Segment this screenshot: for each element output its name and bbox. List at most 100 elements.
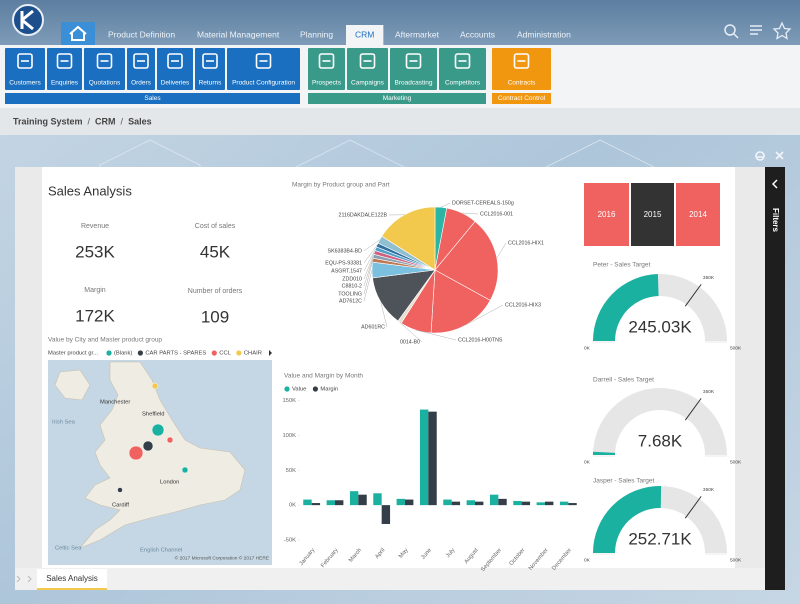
breadcrumb-item[interactable]: Sales (128, 116, 152, 126)
ribbon-button[interactable] (308, 48, 345, 90)
nav-tab-label[interactable]: Planning (300, 29, 333, 39)
breadcrumb-separator: / (121, 116, 124, 126)
dashboard-title: Sales Analysis (48, 183, 132, 198)
ribbon-button[interactable] (227, 48, 300, 90)
bar[interactable] (475, 501, 484, 506)
map-bubble[interactable] (142, 440, 154, 452)
nav-tab-label[interactable]: Product Definition (108, 29, 175, 39)
ribbon-button[interactable] (492, 48, 551, 90)
bar[interactable] (443, 499, 452, 506)
bar[interactable] (513, 500, 522, 506)
chart-title: Value and Margin by Month (284, 373, 363, 380)
bar[interactable] (396, 498, 405, 506)
year-slicer-tile[interactable] (676, 183, 720, 246)
filters-chevron[interactable] (771, 179, 778, 189)
bar[interactable] (349, 491, 359, 506)
ribbon-button[interactable] (84, 48, 125, 90)
bar[interactable] (466, 500, 475, 506)
map-bubble[interactable] (166, 436, 174, 444)
pie-slice[interactable] (434, 221, 499, 301)
ribbon-button[interactable] (5, 48, 45, 90)
nav-tab-label[interactable]: CRM (355, 29, 374, 39)
bar[interactable] (303, 499, 312, 506)
ribbon-button[interactable] (347, 48, 388, 90)
gauge-fill[interactable] (592, 274, 659, 341)
map-place: Cardiff (112, 503, 129, 509)
ribbon-button-icon (133, 53, 149, 69)
bar[interactable] (419, 409, 429, 506)
kpi-label: Margin (84, 287, 106, 294)
bar[interactable] (428, 411, 437, 506)
gauge-fill[interactable] (593, 485, 662, 553)
year-slicer-tile[interactable] (584, 183, 629, 246)
search-icon[interactable] (724, 24, 736, 36)
breadcrumb-separator: / (88, 116, 91, 126)
nav-tab-label[interactable]: Aftermarket (395, 29, 440, 39)
map-land (79, 361, 246, 549)
bar[interactable] (545, 501, 554, 506)
bar[interactable] (489, 494, 499, 506)
map-legend-more[interactable] (269, 350, 272, 356)
header-bar (0, 0, 800, 45)
pie-leader (461, 212, 479, 215)
bar[interactable] (381, 505, 391, 524)
map-legend-label: (Blank) (114, 351, 132, 357)
bar[interactable] (568, 503, 577, 506)
map-legend-title: Master product gr... (48, 351, 98, 357)
kpi-value: 253K (75, 242, 115, 261)
list-icon[interactable] (750, 25, 762, 35)
bar[interactable] (451, 501, 461, 506)
ribbon-button[interactable] (47, 48, 82, 90)
bar[interactable] (373, 493, 382, 506)
map-bubble[interactable] (151, 423, 165, 437)
bar[interactable] (326, 500, 335, 506)
filters-pane[interactable] (765, 167, 785, 590)
bar[interactable] (311, 503, 321, 506)
map-place: Sheffield (142, 412, 164, 418)
settings-icon[interactable] (755, 151, 765, 161)
bar[interactable] (559, 501, 569, 506)
pie-leader (363, 269, 373, 302)
bar[interactable] (521, 501, 531, 506)
pie-leader (496, 242, 507, 259)
nav-tab-label[interactable]: Accounts (460, 29, 495, 39)
y-tick-label: 100K (282, 433, 296, 439)
pie-leader (363, 239, 380, 252)
bar[interactable] (498, 498, 507, 506)
home-button[interactable] (61, 22, 95, 45)
pie-leader (415, 329, 457, 341)
favourite-icon[interactable] (772, 21, 792, 40)
pie-slice[interactable] (430, 269, 491, 334)
map-legend-swatch (236, 350, 242, 356)
nav-tab-label[interactable]: Material Management (197, 29, 280, 39)
ribbon-button-icon (202, 53, 218, 69)
bar[interactable] (335, 500, 344, 506)
ribbon-button[interactable] (390, 48, 437, 90)
breadcrumb-item[interactable]: CRM (95, 116, 116, 126)
breadcrumb-item[interactable]: Training System (13, 116, 83, 126)
close-icon[interactable] (775, 151, 784, 160)
year-slicer-tile[interactable] (631, 183, 674, 246)
ribbon-button[interactable] (439, 48, 486, 90)
map-bubble[interactable] (181, 466, 189, 474)
ribbon-button[interactable] (157, 48, 193, 90)
page-nav-arrows[interactable] (16, 575, 32, 583)
nav-tab-active[interactable] (346, 25, 384, 45)
ribbon-button-label: Returns (199, 80, 223, 87)
map-bubble[interactable] (128, 445, 144, 461)
page-tab[interactable] (37, 569, 107, 590)
gauge-target (684, 284, 702, 307)
search-icon-handle (733, 33, 739, 39)
map-bubbles (117, 382, 189, 493)
map-bubble[interactable] (117, 487, 123, 493)
bar[interactable] (536, 502, 545, 506)
pie-label: ASGRT.1547 (331, 268, 362, 274)
gauge-fill[interactable] (593, 451, 616, 455)
nav-tab-label[interactable]: Administration (517, 29, 571, 39)
bar[interactable] (405, 499, 414, 506)
map-bubble[interactable] (151, 382, 159, 390)
bar[interactable] (358, 494, 367, 506)
ribbon-button-label: Product Configuration (232, 80, 295, 87)
pie-label: SK6383B4-BD (328, 248, 363, 254)
